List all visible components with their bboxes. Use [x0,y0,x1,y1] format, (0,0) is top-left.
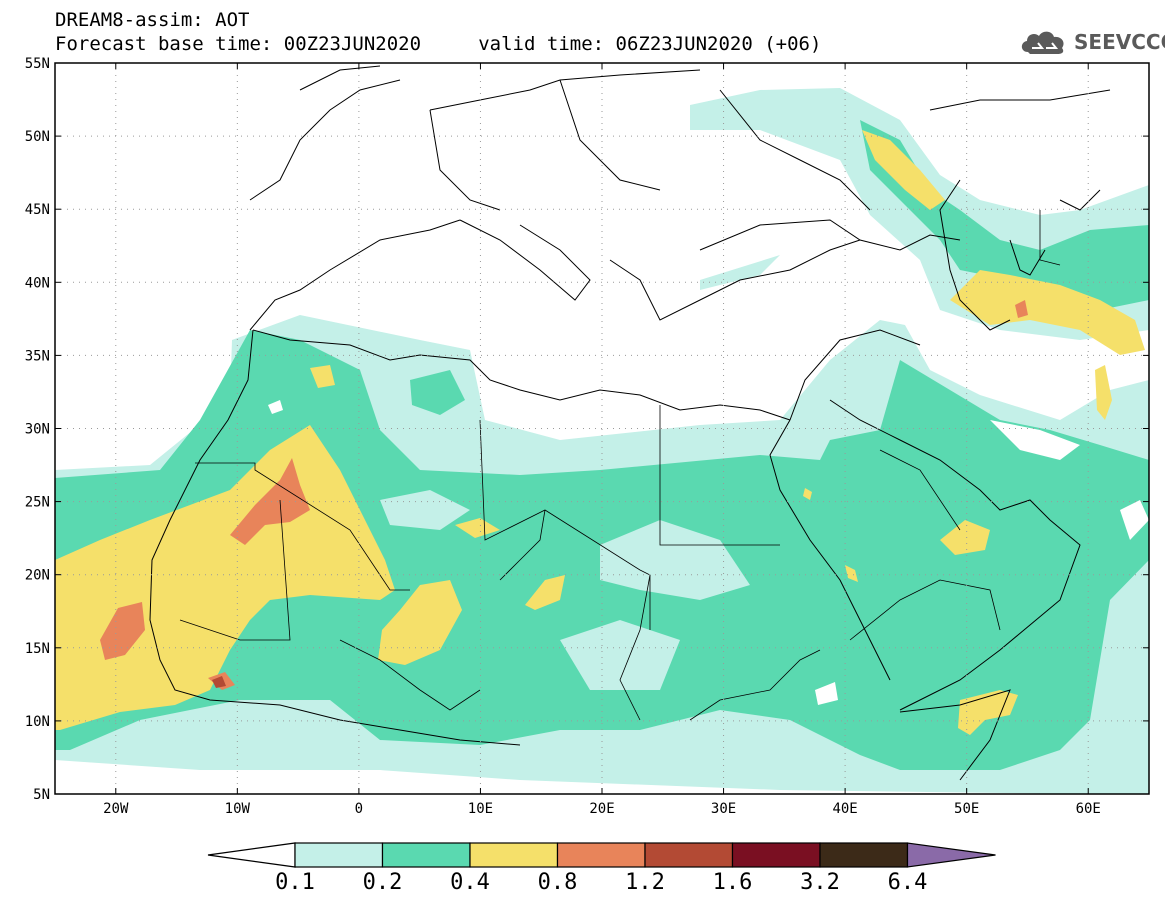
colorbar-label: 0.1 [275,870,315,895]
lat-tick-label: 10N [25,714,50,730]
colorbar-label: 0.8 [538,870,578,895]
lat-tick-label: 5N [33,787,50,803]
borders [179,210,1061,721]
logo-text: SEEVCCC [1074,30,1165,54]
lon-tick-label: 60E [1076,801,1101,817]
aot-level-1-2 [212,676,226,688]
colorbar-over-arrow [906,842,996,868]
logo: SEEVCCC [1018,28,1165,56]
cloud-icon [1021,31,1064,54]
colorbar-swatch [294,842,384,868]
colorbar-under-arrow [207,842,296,868]
colorbar-label: 1.2 [625,870,665,895]
clear-patches [268,400,1149,705]
colorbar-swatch [556,842,646,868]
lat-tick-label: 55N [25,56,50,72]
lon-tick-label: 40E [832,801,857,817]
colorbar-label: 0.4 [450,870,490,895]
lon-tick-label: 20E [589,801,614,817]
lon-tick-label: 10W [225,801,251,817]
title-line-1: DREAM8-assim: AOT [55,9,250,31]
lat-tick-label: 25N [25,495,50,511]
graticule [55,63,1149,794]
colorbar-label: 3.2 [800,870,840,895]
lon-tick-label: 0 [355,801,363,817]
lat-tick-label: 20N [25,568,50,584]
map-axes: 20W 10W 0 10E 20E 30E 40E 50E 60E 55N 50N 45N 40N 35N… [25,56,1149,817]
lon-tick-label: 30E [711,801,736,817]
colorbar-label: 1.6 [713,870,753,895]
colorbar-swatch [819,842,909,868]
lon-tick-label: 10E [468,801,493,817]
lon-tick-label: 50E [954,801,979,817]
lon-tick-label: 20W [103,801,129,817]
lat-tick-label: 15N [25,641,50,657]
lat-tick-label: 30N [25,422,50,438]
colorbar-swatch [381,842,471,868]
lat-tick-label: 50N [25,129,50,145]
colorbar: 0.1 0.2 0.4 0.8 1.2 1.6 3.2 6.4 [207,842,996,895]
colorbar-swatch [469,842,559,868]
colorbar-swatch [731,842,821,868]
lat-tick-label: 35N [25,348,50,364]
title-line-2: Forecast base time: 00Z23JUN2020 valid t… [55,33,822,55]
lat-tick-label: 45N [25,202,50,218]
colorbar-swatch [644,842,734,868]
colorbar-label: 6.4 [888,870,928,895]
aot-fields [55,88,1149,794]
colorbar-label: 0.2 [363,870,403,895]
lat-tick-label: 40N [25,275,50,291]
